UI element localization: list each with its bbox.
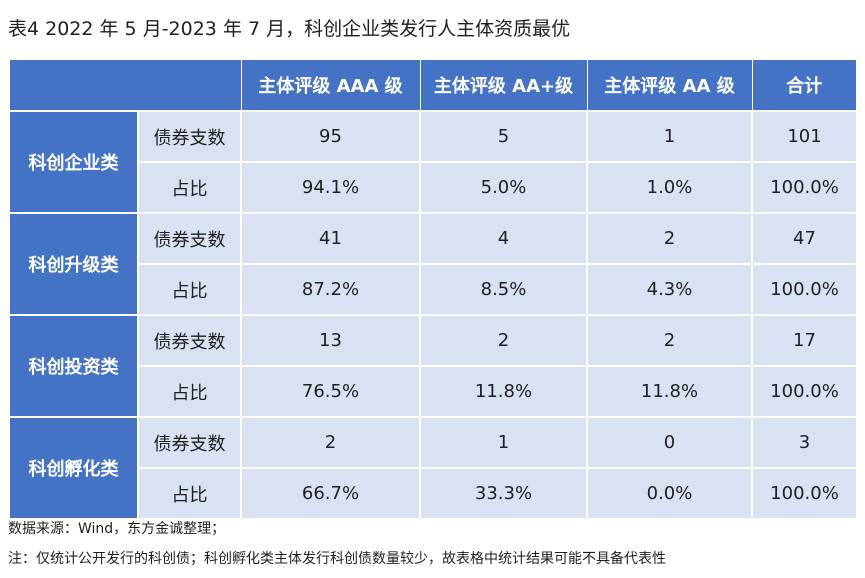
group-label: 科创孵化类 [10,416,139,518]
header-aa-plus: 主体评级 AA+级 [420,60,588,111]
table-row: 占比 94.1% 5.0% 1.0% 100.0% [10,161,856,213]
table-row: 科创升级类 债券支数 41 4 2 47 [10,212,856,315]
cell-total: 3 [752,416,856,468]
cell-aaa: 76.5% [241,365,421,417]
table-row: 占比 87.2% 8.5% 4.3% 100.0% [10,263,856,315]
table-row: 占比 66.7% 33.3% 0.0% 100.0% [10,467,856,518]
cell-aa: 2 [587,314,753,366]
header-row: 主体评级 AAA 级 主体评级 AA+级 主体评级 AA 级 合计 [10,60,856,111]
table-title: 表4 2022 年 5 月-2023 年 7 月，科创企业类发行人主体资质最优 [8,18,571,40]
cell-aa: 1.0% [587,161,753,213]
cell-aa-plus: 11.8% [420,365,588,417]
table-row: 科创投资类 债券支数 13 2 2 17 [10,314,856,417]
rating-table: 主体评级 AAA 级 主体评级 AA+级 主体评级 AA 级 合计 科创企业类 … [10,60,856,518]
cell-aaa: 95 [241,110,421,162]
cell-aa-plus: 5 [420,110,588,162]
header-aa: 主体评级 AA 级 [587,60,753,111]
footnote: 注：仅统计公开发行的科创债；科创孵化类主体发行科创债数量较少，故表格中统计结果可… [8,551,666,567]
cell-total: 101 [752,110,856,162]
metric-label: 占比 [138,263,242,315]
group-label: 科创投资类 [10,314,139,417]
cell-aa: 4.3% [587,263,753,315]
metric-label: 债券支数 [138,314,242,366]
metric-label: 占比 [138,161,242,213]
cell-aaa: 2 [241,416,421,468]
source-note: 数据来源：Wind，东方金诚整理； [8,521,226,537]
cell-aa-plus: 5.0% [420,161,588,213]
table-row: 科创孵化类 债券支数 2 1 0 3 [10,416,856,518]
cell-aa-plus: 1 [420,416,588,468]
table-row: 科创企业类 债券支数 95 5 1 101 [10,110,856,213]
cell-aa-plus: 33.3% [420,467,588,518]
cell-total: 100.0% [752,263,856,315]
group-label: 科创企业类 [10,110,139,213]
header-aaa: 主体评级 AAA 级 [241,60,421,111]
table-row: 占比 76.5% 11.8% 11.8% 100.0% [10,365,856,417]
group-label: 科创升级类 [10,212,139,315]
cell-aa-plus: 4 [420,212,588,264]
cell-aaa: 13 [241,314,421,366]
cell-aa: 0 [587,416,753,468]
cell-aa: 1 [587,110,753,162]
cell-total: 100.0% [752,161,856,213]
metric-label: 占比 [138,467,242,518]
cell-aaa: 66.7% [241,467,421,518]
metric-label: 债券支数 [138,416,242,468]
metric-label: 占比 [138,365,242,417]
cell-total: 17 [752,314,856,366]
cell-aa-plus: 8.5% [420,263,588,315]
metric-label: 债券支数 [138,212,242,264]
cell-total: 100.0% [752,467,856,518]
header-corner [10,60,242,111]
cell-aa: 11.8% [587,365,753,417]
cell-aa: 0.0% [587,467,753,518]
cell-aaa: 87.2% [241,263,421,315]
cell-aaa: 94.1% [241,161,421,213]
cell-aaa: 41 [241,212,421,264]
cell-aa-plus: 2 [420,314,588,366]
cell-aa: 2 [587,212,753,264]
cell-total: 47 [752,212,856,264]
metric-label: 债券支数 [138,110,242,162]
cell-total: 100.0% [752,365,856,417]
header-total: 合计 [752,60,856,111]
